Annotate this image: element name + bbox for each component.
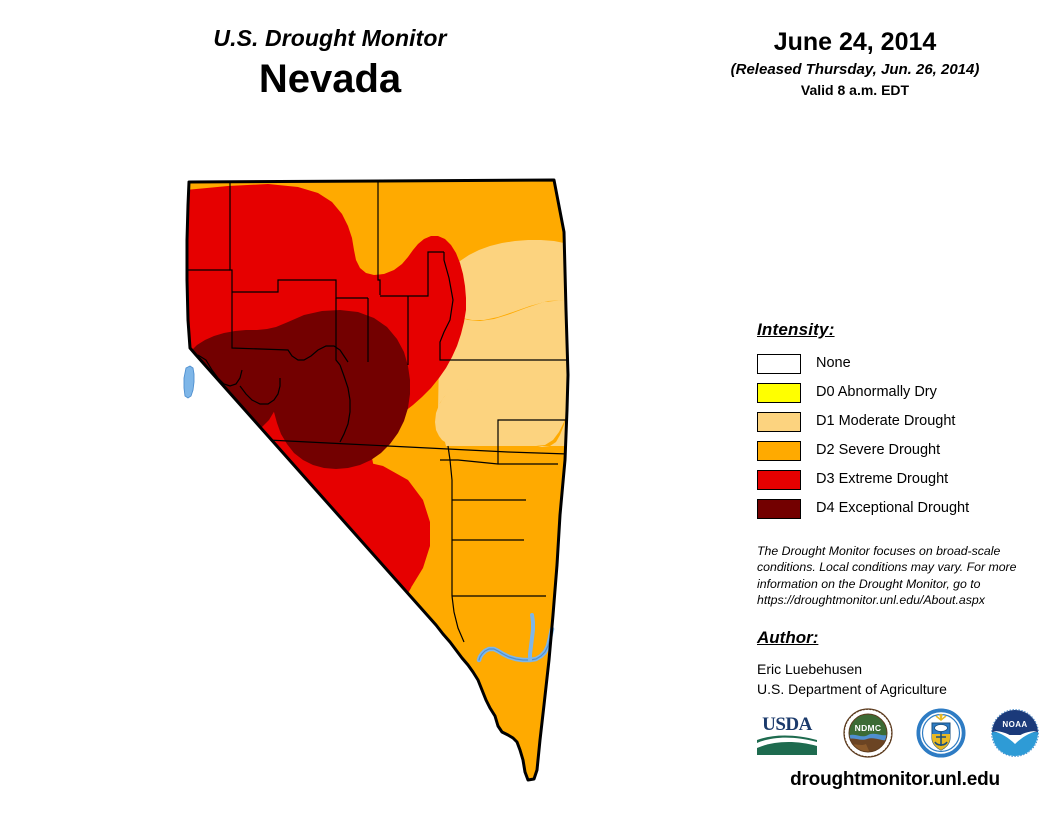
svg-text:NOAA: NOAA xyxy=(1002,720,1027,729)
usda-logo: USDA xyxy=(755,710,819,756)
released-date: (Released Thursday, Jun. 26, 2014) xyxy=(730,60,980,78)
intensity-legend: Intensity: None D0 Abnormally Dry D1 Mod… xyxy=(757,320,1037,523)
legend-swatch-d3 xyxy=(757,469,801,490)
disclaimer-text: The Drought Monitor focuses on broad-sca… xyxy=(757,544,1017,608)
valid-date: June 24, 2014 xyxy=(773,28,937,56)
legend-title: Intensity: xyxy=(757,320,835,339)
ndmc-logo: NDMC xyxy=(843,708,893,758)
author-block: Author: Eric Luebehusen U.S. Department … xyxy=(757,628,1037,700)
nevada-state-outline xyxy=(185,178,570,782)
legend-label-d4: D4 Exceptional Drought xyxy=(816,500,970,517)
partner-logos: USDA NDMC NOAA xyxy=(755,704,1040,762)
valid-time: Valid 8 a.m. EDT xyxy=(800,82,910,98)
author-name: Eric Luebehusen xyxy=(757,661,863,677)
legend-label-d1: D1 Moderate Drought xyxy=(816,413,956,430)
legend-swatch-d0 xyxy=(757,382,801,403)
water-features xyxy=(183,365,555,663)
legend-item-d1: D1 Moderate Drought xyxy=(757,407,1037,436)
legend-label-none: None xyxy=(816,355,851,372)
legend-item-d3: D3 Extreme Drought xyxy=(757,465,1037,494)
legend-item-d0: D0 Abnormally Dry xyxy=(757,378,1037,407)
legend-swatch-d4 xyxy=(757,498,801,519)
nevada-map-svg xyxy=(183,178,570,782)
svg-text:NDMC: NDMC xyxy=(854,723,881,733)
legend-item-d2: D2 Severe Drought xyxy=(757,436,1037,465)
svg-text:USDA: USDA xyxy=(762,714,813,735)
legend-label-d2: D2 Severe Drought xyxy=(816,442,941,459)
footer-url[interactable]: droughtmonitor.unl.edu xyxy=(790,769,1000,790)
author-affiliation: U.S. Department of Agriculture xyxy=(757,681,947,698)
unl-seal-logo xyxy=(916,708,966,758)
legend-item-none: None xyxy=(757,349,1037,378)
legend-label-d3: D3 Extreme Drought xyxy=(816,471,949,488)
noaa-logo: NOAA xyxy=(990,709,1039,757)
colorado-river-outline xyxy=(478,628,553,661)
state-title: Nevada xyxy=(258,57,402,102)
author-heading: Author: xyxy=(757,628,819,647)
legend-swatch-d2 xyxy=(757,440,801,461)
legend-swatch-none xyxy=(757,353,801,374)
program-title: U.S. Drought Monitor xyxy=(213,25,447,51)
legend-swatch-d1 xyxy=(757,411,801,432)
virgin-river xyxy=(528,613,535,662)
legend-label-d0: D0 Abnormally Dry xyxy=(816,384,937,401)
map-region-d1 xyxy=(435,210,568,447)
drought-map xyxy=(168,160,618,785)
header-left: U.S. Drought Monitor Nevada xyxy=(0,25,660,102)
lake-tahoe xyxy=(183,365,195,399)
legend-item-d4: D4 Exceptional Drought xyxy=(757,494,1037,523)
header-right: June 24, 2014 (Released Thursday, Jun. 2… xyxy=(690,28,1020,98)
